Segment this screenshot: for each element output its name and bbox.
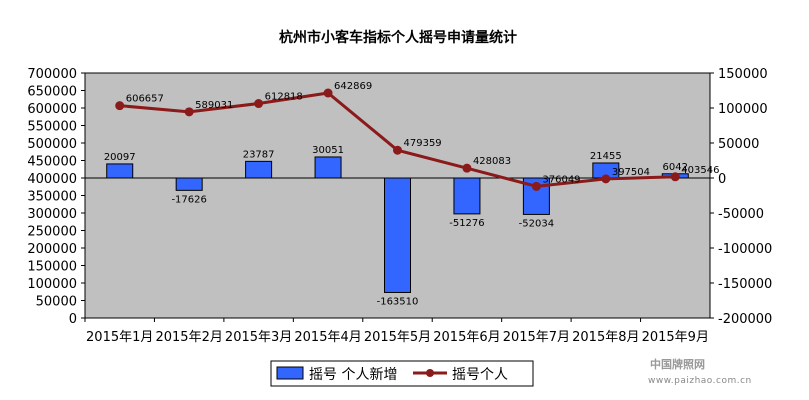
legend-line-label: 摇号个人	[452, 367, 508, 383]
right-tick-label: 0	[718, 172, 726, 187]
bar-data-label: -17626	[171, 194, 206, 205]
bar	[245, 160, 273, 179]
watermark-name: 中国牌照网	[650, 358, 705, 371]
line-point	[323, 88, 333, 98]
left-tick-label: 550000	[27, 120, 77, 135]
legend: 摇号 个人新增 摇号个人	[270, 360, 534, 387]
x-tick-label: 2015年1月	[86, 330, 153, 345]
bar	[314, 156, 342, 179]
left-tick-label: 200000	[27, 242, 77, 257]
line-point	[393, 145, 402, 155]
left-tick-label: 150000	[27, 260, 77, 275]
line-data-label: 403546	[681, 165, 719, 176]
watermark-url: www.paizhao.com.cn	[648, 376, 752, 386]
bar	[453, 177, 481, 215]
right-tick-label: -100000	[718, 242, 772, 257]
line-point	[531, 181, 541, 191]
right-tick-label: 150000	[718, 67, 768, 82]
right-tick-label: 100000	[718, 102, 768, 117]
line-data-label: 376049	[542, 174, 580, 185]
line-data-label: 642869	[334, 81, 372, 92]
left-tick-label: 250000	[27, 225, 77, 240]
left-tick-label: 350000	[27, 190, 77, 205]
left-tick-label: 400000	[27, 172, 77, 187]
right-tick-label: -50000	[718, 207, 764, 222]
bar	[106, 163, 134, 179]
line-point	[601, 174, 611, 184]
x-tick-label: 2015年8月	[572, 330, 639, 345]
x-axis: 2015年1月 2015年2月 2015年3月 2015年4月 2015年5月 2015年…	[84, 318, 709, 345]
line-data-label: 612818	[265, 92, 303, 103]
line-point	[254, 99, 264, 109]
bar	[384, 177, 411, 293]
bar-data-label: -163510	[377, 296, 419, 307]
bar-data-label: 20097	[104, 152, 136, 163]
x-tick-label: 2015年6月	[433, 330, 500, 345]
line-point	[184, 107, 194, 117]
legend-line-marker	[426, 369, 434, 377]
line-data-label: 428083	[473, 156, 511, 167]
line-point	[115, 101, 125, 111]
right-tick-label: 50000	[718, 137, 759, 152]
left-tick-label: 300000	[27, 207, 77, 222]
line-series: 606657 589031 612818 642869 479359 428083 3760…	[115, 81, 719, 191]
left-axis: 0 50000 100000 150000 200000 250000 300000 3500…	[27, 67, 85, 327]
bar-data-label: 23787	[243, 149, 275, 160]
x-tick-label: 2015年9月	[642, 330, 709, 345]
left-tick-label: 50000	[36, 295, 77, 310]
bar-data-label: 6042	[663, 162, 688, 173]
left-tick-label: 650000	[27, 85, 77, 100]
left-tick-label: 700000	[27, 67, 77, 82]
line-point	[462, 163, 472, 173]
right-tick-label: -200000	[718, 312, 772, 327]
x-tick-label: 2015年5月	[364, 330, 431, 345]
x-tick-label: 2015年3月	[225, 330, 292, 345]
left-tick-label: 500000	[27, 137, 77, 152]
bar-series: 20097 -17626 23787 30051 -163510 -51276 -52034…	[85, 145, 710, 307]
left-tick-label: 450000	[27, 155, 77, 170]
legend-box	[270, 360, 534, 387]
line-data-label: 397504	[612, 167, 650, 178]
bar-data-label: -52034	[519, 218, 554, 229]
right-tick-label: -150000	[718, 277, 772, 292]
left-tick-label: 0	[69, 312, 77, 327]
line-point	[670, 172, 680, 182]
bar	[175, 177, 203, 191]
x-tick-label: 2015年4月	[294, 330, 361, 345]
x-tick-label: 2015年7月	[503, 330, 570, 345]
bar-data-label: -51276	[449, 218, 484, 229]
bar-data-label: 21455	[590, 151, 622, 162]
bar-data-label: 30051	[312, 145, 344, 156]
legend-bar-label: 摇号 个人新增	[309, 367, 397, 383]
right-axis: -200000 -150000 -100000 -50000 0 50000 100000 1…	[710, 67, 772, 327]
left-tick-label: 600000	[27, 102, 77, 117]
chart-title: 杭州市小客车指标个人摇号申请量统计	[279, 29, 517, 46]
legend-bar-swatch	[276, 366, 304, 380]
left-tick-label: 100000	[27, 277, 77, 292]
line-data-label: 479359	[404, 138, 442, 149]
line-data-label: 606657	[126, 94, 164, 105]
line-data-label: 589031	[195, 100, 233, 111]
x-tick-label: 2015年2月	[155, 330, 222, 345]
